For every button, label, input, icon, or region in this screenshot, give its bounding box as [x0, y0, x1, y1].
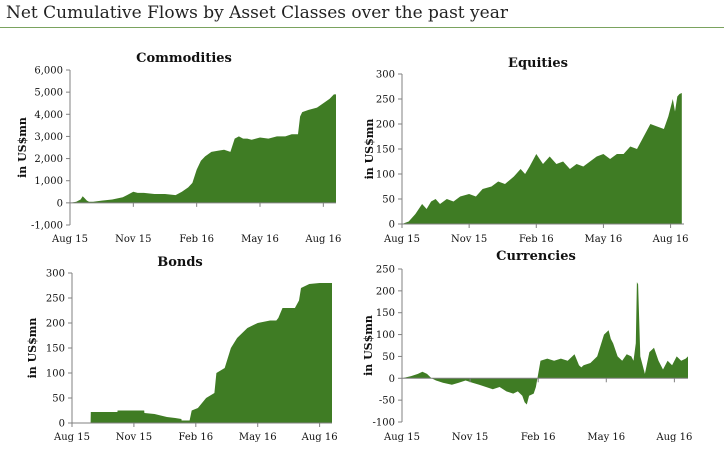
commodities-y-tick-label: 5,000	[34, 88, 63, 99]
currencies-y-tick-label: 250	[376, 265, 395, 276]
equities-y-tick-label: 50	[382, 195, 395, 206]
currencies-y-axis-label: in US$mn	[362, 315, 375, 376]
commodities-area-series	[70, 94, 336, 203]
commodities-y-tick-label: 6,000	[34, 66, 63, 77]
currencies-y-tick-label: 200	[376, 286, 395, 297]
equities-area-series	[402, 93, 682, 224]
equities-y-tick-label: 150	[376, 145, 395, 156]
equities-x-tick-label: Aug 16	[652, 234, 689, 245]
bonds-y-tick-label: 100	[46, 369, 65, 380]
commodities-x-tick-label: Aug 16	[304, 234, 341, 245]
commodities-y-tick-label: 0	[57, 198, 63, 209]
equities-y-tick-label: 300	[376, 70, 395, 81]
commodities-x-tick-label: Nov 15	[115, 234, 151, 245]
commodities-title: Commodities	[136, 51, 232, 66]
bonds-x-tick-label: Feb 16	[178, 432, 213, 443]
commodities-y-tick-label: -1,000	[31, 221, 63, 232]
bonds-y-tick-label: 250	[46, 294, 65, 305]
bonds-x-tick-label: Aug 16	[301, 432, 338, 443]
currencies-x-tick-label: Aug 15	[383, 432, 420, 443]
bonds-y-tick-label: 150	[46, 344, 65, 355]
commodities-y-tick-label: 1,000	[34, 176, 63, 187]
equities-y-tick-label: 200	[376, 120, 395, 131]
bonds-x-tick-label: May 16	[239, 432, 277, 443]
commodities-y-axis-label: in US$mn	[16, 117, 29, 178]
currencies-x-tick-label: May 16	[587, 432, 625, 443]
equities-y-tick-label: 0	[389, 220, 395, 231]
equities-y-tick-label: 100	[376, 170, 395, 181]
currencies-y-tick-label: 150	[376, 308, 395, 319]
bonds-area-series	[72, 283, 332, 423]
equities-y-axis-label: in US$mn	[363, 119, 376, 180]
title-divider	[0, 27, 724, 28]
commodities-y-tick-label: 3,000	[34, 132, 63, 143]
equities-title: Equities	[508, 56, 568, 71]
commodities-x-tick-label: May 16	[241, 234, 279, 245]
equities-x-tick-label: Feb 16	[519, 234, 554, 245]
bonds-x-tick-label: Aug 15	[53, 432, 90, 443]
currencies-y-tick-label: 0	[389, 374, 395, 385]
currencies-title: Currencies	[496, 249, 576, 264]
commodities-y-tick-label: 4,000	[34, 110, 63, 121]
equities-x-tick-label: Nov 15	[451, 234, 487, 245]
commodities-y-tick-label: 2,000	[34, 154, 63, 165]
bonds-y-axis-label: in US$mn	[26, 318, 39, 379]
bonds-y-tick-label: 300	[46, 269, 65, 280]
equities-x-tick-label: May 16	[585, 234, 623, 245]
bonds-y-tick-label: 0	[59, 419, 65, 430]
currencies-y-tick-label: 100	[376, 330, 395, 341]
equities-y-tick-label: 250	[376, 95, 395, 106]
currencies-x-tick-label: Aug 16	[655, 432, 692, 443]
currencies-y-tick-label: -100	[373, 418, 395, 429]
bonds-title: Bonds	[157, 255, 203, 270]
currencies-x-tick-label: Feb 16	[521, 432, 556, 443]
currencies-y-tick-label: -50	[379, 396, 395, 407]
commodities-x-tick-label: Feb 16	[179, 234, 214, 245]
equities-x-tick-label: Aug 15	[383, 234, 420, 245]
currencies-area-series	[402, 282, 688, 405]
bonds-y-tick-label: 50	[52, 394, 65, 405]
currencies-x-tick-label: Nov 15	[452, 432, 488, 443]
page-title: Net Cumulative Flows by Asset Classes ov…	[6, 3, 508, 23]
bonds-y-tick-label: 200	[46, 319, 65, 330]
bonds-x-tick-label: Nov 15	[116, 432, 152, 443]
commodities-x-tick-label: Aug 15	[51, 234, 88, 245]
currencies-y-tick-label: 50	[382, 352, 395, 363]
